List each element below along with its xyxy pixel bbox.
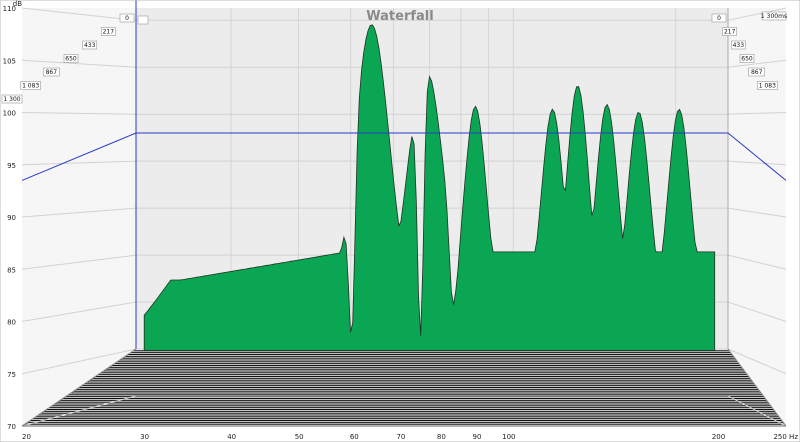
floor-edge-left bbox=[21, 348, 137, 427]
time-tag-right-box bbox=[761, 11, 787, 21]
x-tick-label: 60 bbox=[350, 433, 359, 441]
grid-line-db-right bbox=[727, 207, 787, 218]
x-tick-label: 30 bbox=[140, 433, 149, 441]
time-tag-left: 433 bbox=[84, 42, 96, 49]
waterfall-slice bbox=[143, 24, 716, 351]
time-tag-right: 1 083 bbox=[759, 83, 776, 90]
grid-line-db-right bbox=[727, 160, 787, 166]
time-tag-right: 650 bbox=[741, 56, 753, 63]
y-tick-label: 110 bbox=[3, 5, 16, 13]
cursor-left-diagonal bbox=[21, 132, 137, 181]
y-tick-label: 75 bbox=[7, 371, 16, 379]
cursor-right-diagonal bbox=[727, 132, 787, 181]
x-tick-label: 80 bbox=[437, 433, 446, 441]
time-tag-left: 867 bbox=[46, 69, 58, 76]
time-tag-left-box bbox=[82, 40, 97, 50]
y-tick-label: 85 bbox=[7, 266, 16, 274]
time-tag-right-box bbox=[711, 13, 727, 23]
grid-line-db-left bbox=[21, 7, 137, 21]
grid-line-db-right bbox=[727, 7, 787, 21]
grid-line-db-right bbox=[727, 301, 787, 322]
time-tag-left-origin-box bbox=[137, 15, 149, 25]
chart-title: Waterfall bbox=[366, 9, 433, 24]
time-tag-right: 217 bbox=[724, 29, 736, 36]
grid-line-db-left bbox=[21, 112, 137, 115]
y-tick-label: 100 bbox=[3, 110, 16, 118]
time-tag-right-box bbox=[757, 81, 778, 90]
y-tick-label: 80 bbox=[7, 319, 16, 327]
y-tick-label: 95 bbox=[7, 162, 16, 170]
grid-line-db-left bbox=[21, 395, 137, 427]
x-tick-label: 70 bbox=[396, 433, 405, 441]
x-tick-label: 90 bbox=[473, 433, 482, 441]
time-tag-right-box bbox=[748, 67, 765, 77]
time-tag-left-box bbox=[63, 54, 79, 63]
time-tag-right: 0 bbox=[717, 15, 721, 22]
time-tag-right-box bbox=[722, 27, 737, 36]
x-tick-label: 40 bbox=[227, 433, 236, 441]
grid-line-db-left bbox=[21, 254, 137, 270]
time-tag-right: 1 300ms bbox=[761, 13, 787, 20]
x-tick-label: 200 bbox=[712, 433, 725, 441]
time-tag-left-box bbox=[43, 67, 60, 77]
grid-line-db-right bbox=[727, 395, 787, 427]
time-tag-left: 1 083 bbox=[22, 83, 39, 90]
grid-line-db-left bbox=[21, 301, 137, 322]
grid-line-db-right bbox=[727, 348, 787, 375]
grid-line-db-left bbox=[21, 348, 137, 375]
waterfall-slices bbox=[143, 24, 716, 351]
floor-lines bbox=[22, 348, 786, 427]
time-tag-left: 0 bbox=[125, 15, 129, 22]
y-tick-label: 90 bbox=[7, 214, 16, 222]
grid-line-db-right bbox=[727, 112, 787, 115]
x-tick-label: 20 bbox=[22, 433, 31, 441]
time-tag-right: 867 bbox=[751, 69, 763, 76]
y-unit-label: dB bbox=[13, 0, 22, 8]
time-tag-left-box bbox=[101, 27, 116, 36]
time-tag-left-box bbox=[20, 81, 41, 90]
grid-line-db-left bbox=[21, 160, 137, 166]
grid-line-db-right bbox=[727, 59, 787, 68]
time-tag-right-box bbox=[739, 54, 755, 63]
x-tick-label: 250 Hz bbox=[773, 433, 798, 441]
cursor-lines bbox=[21, 0, 787, 349]
time-tag-left-box bbox=[1, 94, 23, 104]
y-tick-label: 70 bbox=[7, 423, 16, 431]
grid-line-db-right bbox=[727, 254, 787, 270]
time-tag-left: 1 300 bbox=[3, 96, 20, 103]
grid-line-db-left bbox=[21, 59, 137, 68]
time-tag-right-box bbox=[731, 40, 746, 50]
x-tick-label: 50 bbox=[295, 433, 304, 441]
time-tag-right: 433 bbox=[733, 42, 745, 49]
time-tag-left: 650 bbox=[65, 56, 77, 63]
time-tag-left-box bbox=[119, 13, 135, 23]
y-tick-label: 105 bbox=[3, 57, 16, 65]
time-tag-left: 217 bbox=[103, 29, 115, 36]
x-tick-label: 100 bbox=[502, 433, 515, 441]
grid-line-db-left bbox=[21, 207, 137, 218]
floor-edge-right bbox=[727, 348, 787, 427]
